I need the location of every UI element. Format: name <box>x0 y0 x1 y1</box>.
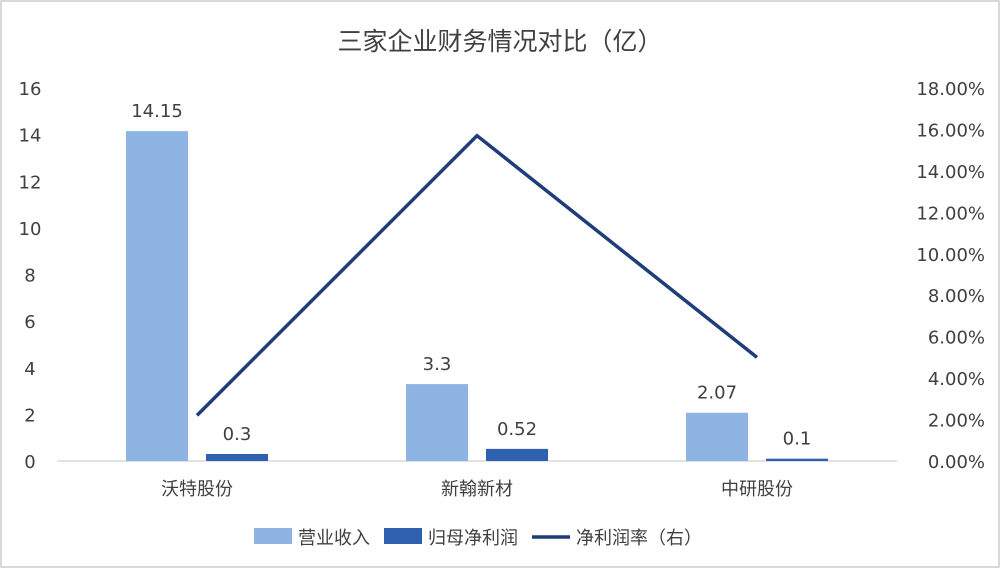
legend-label: 净利润率（右） <box>576 528 702 549</box>
right-tick-label: 4.00% <box>928 369 985 390</box>
left-tick-label: 16 <box>19 79 42 100</box>
legend-swatch <box>384 528 422 544</box>
right-tick-label: 0.00% <box>928 452 985 473</box>
category-label: 沃特股份 <box>161 479 233 500</box>
bar-revenue <box>126 131 188 462</box>
category-label: 中研股份 <box>721 479 793 500</box>
chart-title: 三家企业财务情况对比（亿） <box>337 27 662 56</box>
data-label: 2.07 <box>697 383 737 404</box>
left-tick-label: 14 <box>19 126 42 147</box>
bar-revenue <box>406 384 468 461</box>
data-label: 0.52 <box>497 419 537 440</box>
right-tick-label: 10.00% <box>916 245 985 266</box>
right-tick-label: 16.00% <box>916 120 985 141</box>
right-tick-label: 8.00% <box>928 286 985 307</box>
data-label: 0.1 <box>783 429 812 450</box>
bar-net-profit <box>206 454 268 461</box>
right-tick-label: 18.00% <box>916 79 985 100</box>
left-tick-label: 2 <box>24 405 35 426</box>
bar-net-profit <box>486 448 548 461</box>
line-net-margin <box>195 133 759 417</box>
right-tick-label: 6.00% <box>928 328 985 349</box>
legend-label: 归母净利润 <box>428 528 518 549</box>
data-label: 14.15 <box>131 101 183 122</box>
left-tick-label: 0 <box>24 452 35 473</box>
category-label: 新翰新材 <box>441 479 513 500</box>
left-tick-label: 4 <box>24 359 35 380</box>
left-tick-label: 12 <box>19 172 42 193</box>
legend-label: 营业收入 <box>298 528 370 549</box>
left-tick-label: 8 <box>24 266 35 287</box>
left-tick-label: 10 <box>19 219 42 240</box>
legend-swatch <box>254 528 292 544</box>
right-tick-label: 2.00% <box>928 411 985 432</box>
data-label: 3.3 <box>423 354 452 375</box>
right-tick-label: 14.00% <box>916 162 985 183</box>
bar-revenue <box>686 412 748 461</box>
data-label: 0.3 <box>223 424 252 445</box>
left-tick-label: 6 <box>24 312 35 333</box>
right-tick-label: 12.00% <box>916 203 985 224</box>
bar-net-profit <box>766 458 828 461</box>
